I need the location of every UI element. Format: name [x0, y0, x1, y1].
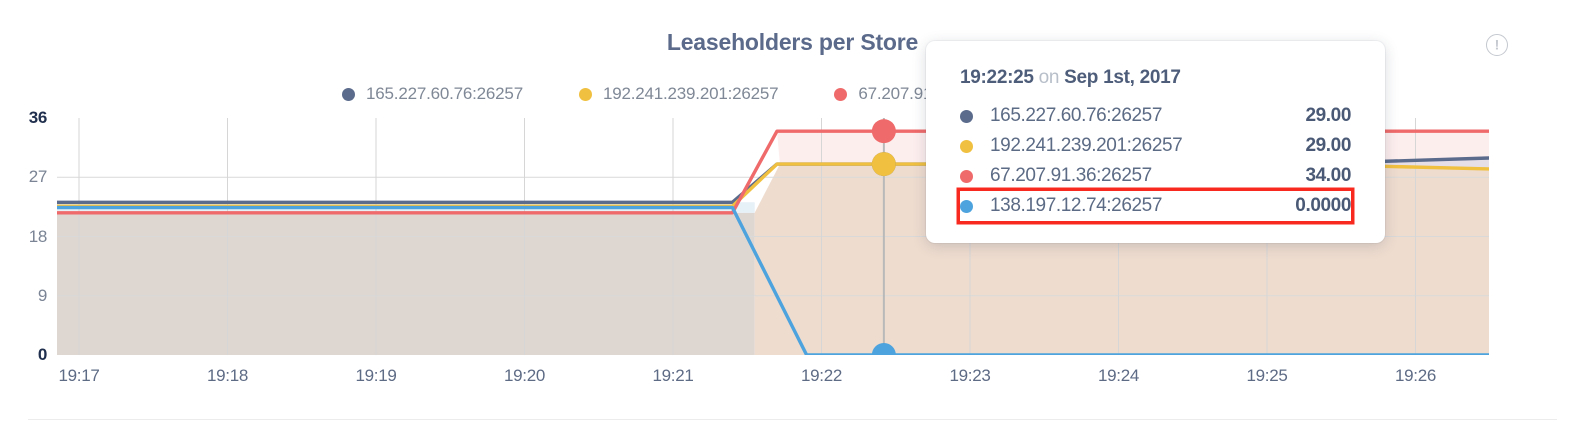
tooltip-time: 19:22:25 [960, 67, 1034, 88]
hover-tooltip: 19:22:25 on Sep 1st, 2017 165.227.60.76:… [926, 41, 1385, 243]
legend-color-dot [578, 87, 592, 101]
panel-divider [28, 419, 1557, 420]
x-axis-tick-label: 19:22 [800, 366, 843, 385]
tooltip-on-word: on [1038, 67, 1060, 88]
legend-item[interactable]: 192.241.239.201:26257 [578, 84, 779, 104]
series-line [57, 205, 1489, 355]
hover-marker-dot [871, 343, 896, 355]
tooltip-series-value: 34.00 [1305, 165, 1351, 186]
tooltip-row-highlighted: 138.197.12.74:26257 0.0000 [960, 191, 1351, 221]
tooltip-timestamp: 19:22:25 on Sep 1st, 2017 [960, 67, 1351, 89]
x-axis-tick-label: 19:21 [652, 366, 694, 385]
area-fill-left [57, 212, 755, 355]
x-axis-tick-label: 19:20 [503, 366, 546, 385]
tooltip-rows: 165.227.60.76:26257 29.00 192.241.239.201:… [960, 101, 1351, 221]
x-axis-tick-label: 19:24 [1097, 366, 1140, 385]
tooltip-date: Sep 1st, 2017 [1064, 67, 1181, 88]
page-title: Leaseholders per Store [666, 29, 919, 55]
tooltip-color-dot [960, 199, 973, 213]
y-axis-tick-label: 9 [37, 285, 47, 305]
tooltip-color-dot [960, 109, 973, 123]
legend-item[interactable]: 165.227.60.76:26257 [342, 84, 523, 104]
legend-color-dot [342, 87, 356, 101]
legend-color-dot [834, 87, 848, 101]
legend-label: 192.241.239.201:26257 [602, 84, 779, 103]
hover-marker-dot [871, 119, 896, 144]
x-axis-tick-label: 19:19 [355, 366, 397, 385]
x-axis-tick-label: 19:23 [949, 366, 991, 385]
tooltip-color-dot [960, 169, 973, 183]
x-axis-tick-label: 19:18 [206, 366, 249, 385]
tooltip-series-value: 29.00 [1305, 105, 1351, 126]
hover-marker-dot [871, 152, 896, 177]
y-axis-tick-label: 0 [37, 345, 47, 364]
tooltip-series-label: 67.207.91.36:26257 [990, 165, 1152, 186]
x-axis-tick-label: 19:26 [1394, 366, 1437, 385]
tooltip-color-dot [960, 139, 973, 153]
tooltip-series-label: 165.227.60.76:26257 [990, 105, 1163, 126]
x-axis-labels: 19:17 19:18 19:19 19:20 19:21 19:22 19:23 19:24… [57, 364, 1489, 390]
tooltip-series-label: 138.197.12.74:26257 [990, 195, 1163, 216]
y-axis-tick-label: 18 [28, 226, 48, 246]
y-axis-labels: 0 9 18 27 36 [0, 108, 48, 364]
tooltip-row: 192.241.239.201:26257 29.00 [960, 131, 1351, 161]
x-axis-tick-label: 19:17 [58, 366, 100, 385]
y-axis-tick-label: 36 [28, 108, 48, 127]
legend-label: 165.227.60.76:26257 [366, 84, 523, 103]
tooltip-series-label: 192.241.239.201:26257 [990, 135, 1183, 156]
x-axis-tick-label: 19:25 [1246, 366, 1288, 385]
tooltip-series-value: 0.0000 [1295, 195, 1351, 216]
info-circle-icon[interactable]: ! [1486, 34, 1508, 56]
tooltip-row: 67.207.91.36:26257 34.00 [960, 161, 1351, 191]
y-axis-tick-label: 27 [28, 167, 48, 187]
tooltip-series-value: 29.00 [1305, 135, 1351, 156]
tooltip-row: 165.227.60.76:26257 29.00 [960, 101, 1351, 131]
